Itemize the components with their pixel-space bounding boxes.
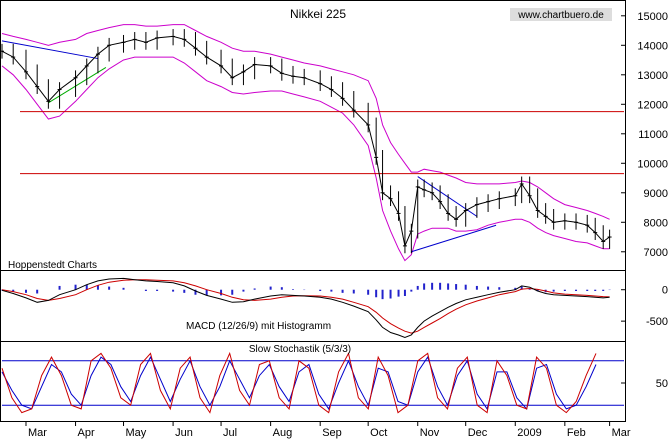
stoch-panel-frame — [0, 341, 626, 422]
chart-title: Nikkei 225 — [290, 7, 346, 21]
stochastic-lines — [1, 351, 597, 414]
x-tick-label: Dec — [468, 427, 488, 439]
x-tick-label: Apr — [78, 427, 95, 439]
price-y-tick-label: 13000 — [637, 70, 668, 82]
macd-y-tick-label: 0 — [662, 285, 668, 297]
bollinger-lower — [1, 56, 610, 262]
x-axis: Mar Apr May Jun Jul Aug Sep Oct Nov Dec 2009 Feb Mar — [25, 421, 631, 439]
x-tick-label: Jun — [175, 427, 193, 439]
x-tick-label: Nov — [420, 427, 440, 439]
bollinger-upper — [1, 24, 610, 220]
price-series — [0, 29, 612, 254]
x-tick-label: Aug — [273, 427, 293, 439]
x-tick-label: Sep — [322, 427, 342, 439]
x-tick-label: Mar — [28, 427, 47, 439]
macd-line — [1, 277, 610, 339]
x-tick-label: May — [126, 427, 147, 439]
trend-lines — [1, 40, 497, 253]
stochastic-k-line — [1, 351, 597, 414]
stochastic-y-axis: 50 — [621, 378, 668, 390]
trendline-up-trend — [48, 66, 107, 104]
price-y-tick-label: 8000 — [644, 217, 668, 229]
publisher-label: Hoppenstedt Charts — [8, 260, 97, 271]
x-tick-label: Jul — [223, 427, 237, 439]
trendline-down-trend — [1, 40, 99, 60]
macd-y-tick-label: -500 — [646, 316, 668, 328]
price-panel-frame — [0, 0, 626, 271]
macd-signal-line — [1, 279, 610, 334]
price-y-tick-label: 7000 — [644, 247, 668, 259]
x-tick-label: Mar — [612, 427, 631, 439]
price-y-tick-label: 12000 — [637, 99, 668, 111]
price-y-tick-label: 14000 — [637, 40, 668, 52]
macd-histogram — [1, 282, 611, 300]
x-tick-label: 2009 — [517, 427, 541, 439]
trendline-triangle-lower — [411, 224, 497, 253]
macd-title: MACD (12/26/9) mit Histogramm — [186, 321, 331, 332]
price-y-tick-label: 11000 — [638, 129, 668, 141]
horizontal-lines — [20, 111, 624, 175]
source-label: www.chartbuero.de — [517, 10, 604, 21]
macd-lines — [1, 277, 610, 339]
bollinger-bands — [1, 24, 610, 262]
source-label-bg — [510, 8, 612, 21]
price-line — [1, 35, 610, 248]
stochastic-title: Slow Stochastik (5/3/3) — [249, 344, 351, 355]
price-y-tick-label: 15000 — [637, 11, 668, 23]
price-y-tick-label: 10000 — [637, 158, 668, 170]
macd-y-axis: 0 -500 — [621, 285, 668, 328]
x-tick-label: Feb — [567, 427, 586, 439]
stochastic-d-line — [1, 355, 597, 411]
stochastic-y-tick-label: 50 — [656, 378, 668, 390]
price-y-tick-label: 9000 — [644, 188, 668, 200]
x-tick-label: Oct — [370, 427, 387, 439]
price-y-axis: 7000 8000 9000 10000 11000 12000 13000 14000 150… — [621, 11, 668, 259]
